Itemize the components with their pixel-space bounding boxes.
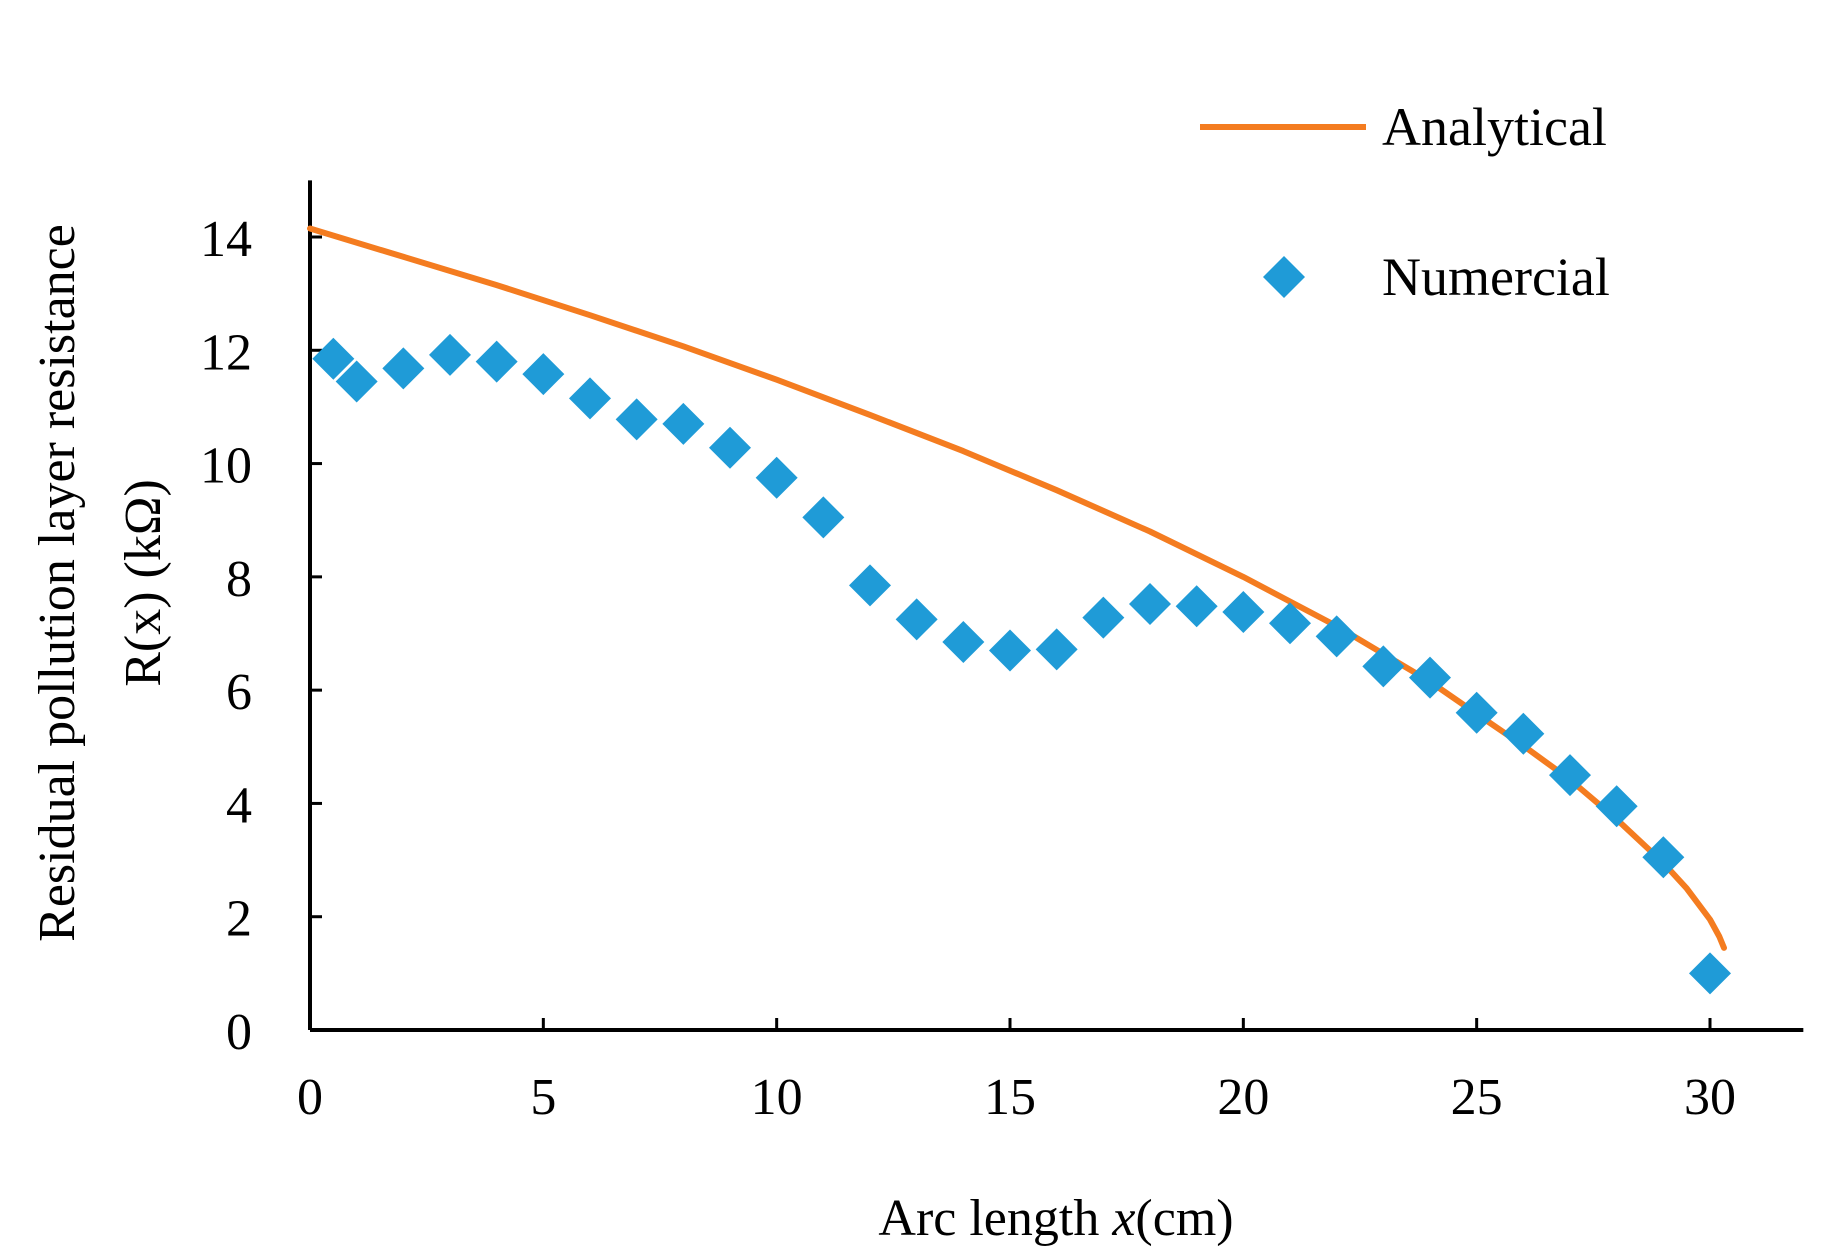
- numerical-series: [312, 333, 1731, 995]
- numerical-point: [989, 629, 1031, 672]
- numerical-point: [569, 377, 611, 420]
- x-tick-label: 20: [1217, 1069, 1269, 1126]
- x-axis-title: Arc length x(cm): [878, 1190, 1233, 1247]
- analytical-series: [307, 225, 1727, 951]
- x-tick-label: 10: [751, 1069, 803, 1126]
- numerical-point: [1409, 656, 1451, 699]
- numerical-point: [709, 426, 751, 469]
- axis-labels: Arc length x(cm) Residual pollution laye…: [29, 224, 1234, 1247]
- numerical-point: [1129, 583, 1171, 626]
- x-tick-label: 5: [530, 1069, 556, 1126]
- numerical-point: [1222, 590, 1265, 633]
- x-tick-label: 0: [297, 1069, 323, 1126]
- numerical-point: [522, 353, 565, 396]
- y-tick-label: 4: [226, 777, 252, 834]
- numerical-point: [429, 333, 471, 376]
- numerical-point: [312, 337, 355, 380]
- y-tick-label: 0: [226, 1004, 252, 1061]
- y-tick-label: 6: [226, 664, 252, 721]
- y-tick-label: 14: [200, 211, 252, 268]
- numerical-point: [1315, 615, 1358, 658]
- numerical-point: [475, 340, 518, 383]
- y-axis-title-line1: Residual pollution layer resistance: [29, 224, 86, 942]
- x-axis-title-unit: (cm): [1135, 1190, 1233, 1247]
- y-tick-label: 8: [226, 551, 252, 608]
- numerical-point: [1082, 596, 1125, 639]
- analytical-line: [307, 225, 1727, 951]
- y-tick-label: 12: [200, 324, 252, 381]
- numerical-point: [849, 564, 891, 607]
- numerical-point: [1269, 602, 1311, 645]
- legend-analytical-label: Analytical: [1382, 97, 1607, 157]
- numerical-point: [895, 598, 938, 641]
- numerical-point: [1455, 691, 1498, 734]
- numerical-point: [1595, 785, 1638, 828]
- x-tick-label: 30: [1684, 1069, 1736, 1126]
- numerical-point: [1035, 628, 1078, 671]
- axes-group: 0 5 10 15 20 25 30 0 2 4 6 8 10 12 14: [200, 180, 1804, 1126]
- numerical-point: [755, 456, 798, 499]
- x-tick-label: 15: [984, 1069, 1036, 1126]
- numerical-point: [382, 347, 425, 390]
- numerical-point: [1549, 754, 1591, 797]
- legend-numerical-marker: [1263, 256, 1305, 298]
- numerical-point: [1642, 836, 1685, 879]
- numerical-point: [335, 360, 378, 403]
- numerical-point: [942, 620, 985, 663]
- numerical-point: [662, 402, 705, 445]
- y-tick-label: 10: [200, 438, 252, 495]
- y-tick-label: 2: [226, 891, 252, 948]
- numerical-point: [1502, 712, 1545, 755]
- numerical-point: [802, 496, 845, 539]
- y-axis-title-line2: R(x) (kΩ): [115, 479, 172, 687]
- legend-numerical-label: Numercial: [1382, 247, 1610, 307]
- numerical-point: [1362, 645, 1405, 688]
- numerical-point: [615, 398, 658, 441]
- numerical-point: [1175, 585, 1218, 628]
- numerical-point: [1689, 952, 1731, 995]
- x-axis-title-main: Arc length: [878, 1190, 1112, 1247]
- legend: Analytical Numercial: [1200, 97, 1610, 307]
- x-axis-title-var: x: [1111, 1190, 1135, 1247]
- x-tick-label: 25: [1451, 1069, 1503, 1126]
